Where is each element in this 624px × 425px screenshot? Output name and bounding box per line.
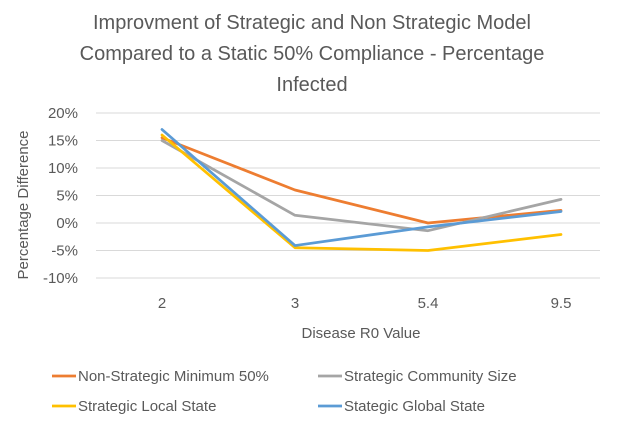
y-tick-label: 15% [48,133,78,150]
legend-label: Strategic Community Size [344,368,517,385]
data-series [160,128,563,252]
series-line-1 [160,139,563,233]
chart-title-line-2: Compared to a Static 50% Compliance - Pe… [79,43,545,65]
y-tick-label: 20% [48,105,78,122]
series-line-0 [160,136,563,225]
legend: Non-Strategic Minimum 50% Strategic Commu… [52,368,517,415]
y-axis-ticks: -10% -5% 0% 5% 10% 15% 20% [43,105,78,287]
y-tick-label: 5% [56,188,78,205]
series-line-2 [160,133,563,252]
y-axis-title: Percentage Difference [15,131,32,280]
y-tick-label: -10% [43,270,78,287]
x-tick-label: 2 [158,295,166,312]
chart-title: Improvment of Strategic and Non Strategi… [0,8,624,101]
chart-title-line-3: Infected [276,74,348,96]
y-tick-label: 10% [48,160,78,177]
x-tick-label: 9.5 [551,295,572,312]
y-tick-label: 0% [56,215,78,232]
x-axis-ticks: 2 3 5.4 9.5 [158,295,572,312]
legend-label: Strategic Local State [78,398,216,415]
x-tick-label: 5.4 [418,295,439,312]
gridlines [96,112,600,279]
chart-title-line-1: Improvment of Strategic and Non Strategi… [93,12,531,34]
series-line-3 [160,128,563,247]
x-axis-title: Disease R0 Value [302,325,421,342]
legend-label: Stategic Global State [344,398,485,415]
legend-label: Non-Strategic Minimum 50% [78,368,269,385]
x-tick-label: 3 [291,295,299,312]
y-tick-label: -5% [51,243,78,260]
